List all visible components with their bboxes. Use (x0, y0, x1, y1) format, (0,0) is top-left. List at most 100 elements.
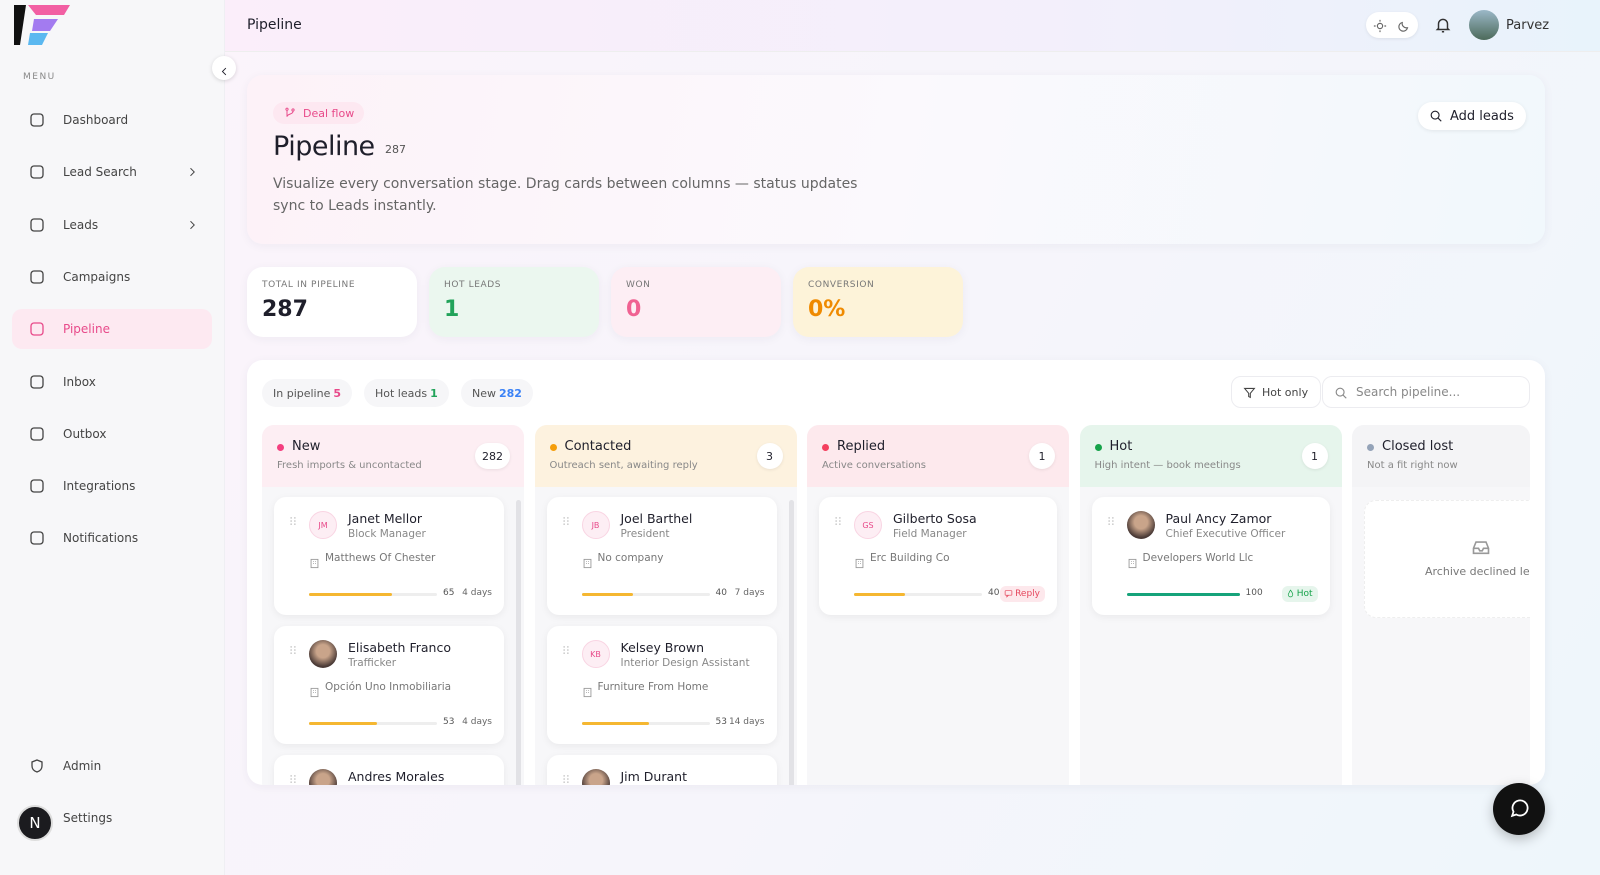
drag-handle-svg (290, 775, 296, 783)
chat-button[interactable] (1493, 783, 1545, 835)
column-title: New (292, 439, 321, 454)
score-track (581, 722, 710, 725)
add-leads-button[interactable]: Add leads (1418, 102, 1526, 130)
user-avatar[interactable] (1469, 10, 1499, 40)
header-count: 287 (385, 143, 406, 156)
collapse-button[interactable] (212, 56, 236, 80)
nav-icon (29, 269, 45, 285)
drag-handle-svg (290, 646, 296, 654)
nav-item[interactable]: Lead Search (12, 152, 212, 192)
column-title: Contacted (564, 439, 632, 454)
board: In pipeline 5 Hot leads 1 New 282 Hot only Sear… (247, 360, 1545, 785)
score-value: 53 (715, 717, 727, 727)
company-icon (582, 554, 593, 569)
drag-handle (833, 513, 843, 527)
chevron (186, 166, 198, 178)
badge-icon (284, 107, 296, 119)
stat-label: CONVERSION (808, 280, 875, 290)
scrollbar (788, 500, 794, 785)
lead-company: Matthews Of Chester (325, 552, 436, 564)
filter-tab[interactable]: In pipeline 5 (262, 379, 353, 407)
stat-label: HOT LEADS (444, 280, 502, 290)
lead-card[interactable]: Paul Ancy Zamor Chief Executive Officer De… (1091, 497, 1330, 615)
lead-role: Block Manager (348, 528, 426, 540)
logo (14, 5, 70, 45)
lead-role: Field Manager (893, 528, 967, 540)
filter-icon-svg (1243, 387, 1256, 399)
nav-icon-svg (30, 322, 44, 336)
scrollbar (516, 500, 521, 785)
inbox-icon (1471, 537, 1491, 557)
theme-toggle[interactable] (1366, 12, 1418, 38)
lead-name: Andres Morales (348, 769, 445, 784)
nav-item[interactable]: Leads (12, 205, 212, 245)
filter-tab[interactable]: Hot leads 1 (364, 379, 449, 407)
search-placeholder: Search pipeline... (1356, 385, 1461, 399)
lead-card[interactable]: KB Kelsey Brown Interior Design Assistant F… (546, 626, 777, 744)
lead-age: 4 days (462, 717, 492, 727)
inbox-icon-svg (1472, 541, 1490, 555)
score-bar (581, 593, 633, 596)
nav-item[interactable]: Inbox (12, 362, 212, 402)
column-count: 282 (475, 443, 510, 469)
company-icon (854, 554, 865, 569)
status-dot (549, 444, 557, 451)
lead-name: Joel Barthel (620, 511, 693, 526)
filter-tab-count: 1 (430, 386, 438, 400)
filter-tab-label: New (472, 386, 496, 400)
drag-handle-svg (1107, 517, 1114, 525)
nav-item[interactable]: Campaigns (12, 257, 212, 297)
nav-label: Admin (63, 759, 102, 773)
header-card: Deal flow Pipeline 287 Visualize every conv… (247, 75, 1545, 244)
add-leads-label: Add leads (1450, 108, 1514, 124)
nav-icon-svg (30, 270, 44, 284)
drag-handle (288, 513, 298, 527)
collapse-icon-svg (221, 67, 227, 76)
score-value: 100 (1245, 588, 1263, 598)
lead-name: Jim Durant (620, 769, 687, 784)
nav-item[interactable]: Admin (12, 746, 212, 786)
nav-item[interactable]: Notifications (12, 518, 212, 558)
hot-only-button[interactable]: Hot only (1231, 376, 1322, 408)
score-value: 40 (715, 588, 727, 598)
lead-card[interactable]: Andres Morales (274, 755, 504, 785)
search-input[interactable]: Search pipeline... (1322, 376, 1530, 408)
company-icon-svg (583, 687, 591, 698)
column-header: Closed lost Not a fit right now (1352, 425, 1530, 487)
nav-label: Inbox (63, 374, 96, 389)
nav-label: Notifications (63, 531, 139, 546)
nav-label: Campaigns (63, 269, 131, 284)
empty-label: Archive declined leads (1425, 565, 1530, 578)
chevron (186, 219, 198, 231)
kanban-column: Closed lost Not a fit right now Archive de… (1352, 425, 1530, 785)
lead-card[interactable]: GS Gilberto Sosa Field Manager Erc Building… (819, 497, 1057, 615)
lead-tag-label: Hot (1296, 589, 1313, 599)
lead-avatar: JM (309, 511, 337, 539)
column-count: 1 (1029, 443, 1055, 469)
filter-tab[interactable]: New 282 (461, 379, 533, 407)
header-description: Visualize every conversation stage. Drag… (273, 176, 858, 214)
nav-item[interactable]: Pipeline (12, 309, 212, 350)
column-title: Closed lost (1382, 439, 1454, 454)
stat-value: 1 (444, 297, 460, 322)
lead-age: 14 days (728, 717, 765, 727)
nav-label: Dashboard (63, 113, 129, 127)
lead-card[interactable]: Elisabeth Franco Trafficker Opción Uno Inm… (274, 626, 504, 744)
bell-icon (1434, 16, 1452, 34)
nav-item[interactable]: Settings (12, 798, 212, 838)
stat-value: 0 (626, 297, 642, 322)
nav-item[interactable]: Outbox (12, 414, 212, 454)
lead-role: Chief Executive Officer (1165, 528, 1286, 540)
lead-avatar (581, 769, 610, 785)
nav-item[interactable]: Dashboard (12, 100, 212, 140)
lead-card[interactable]: JM Janet Mellor Block Manager Matthews Of C… (274, 497, 504, 615)
lead-card[interactable]: Jim Durant (546, 755, 777, 785)
nav-icon (29, 217, 45, 233)
nav-item[interactable]: Integrations (12, 466, 212, 506)
avatar-badge[interactable]: N (17, 805, 53, 841)
drag-handle (561, 771, 571, 785)
nav-label: Outbox (63, 426, 107, 441)
lead-card[interactable]: JB Joel Barthel President No company 40 7 day… (546, 497, 777, 615)
tag-icon (1286, 589, 1295, 598)
